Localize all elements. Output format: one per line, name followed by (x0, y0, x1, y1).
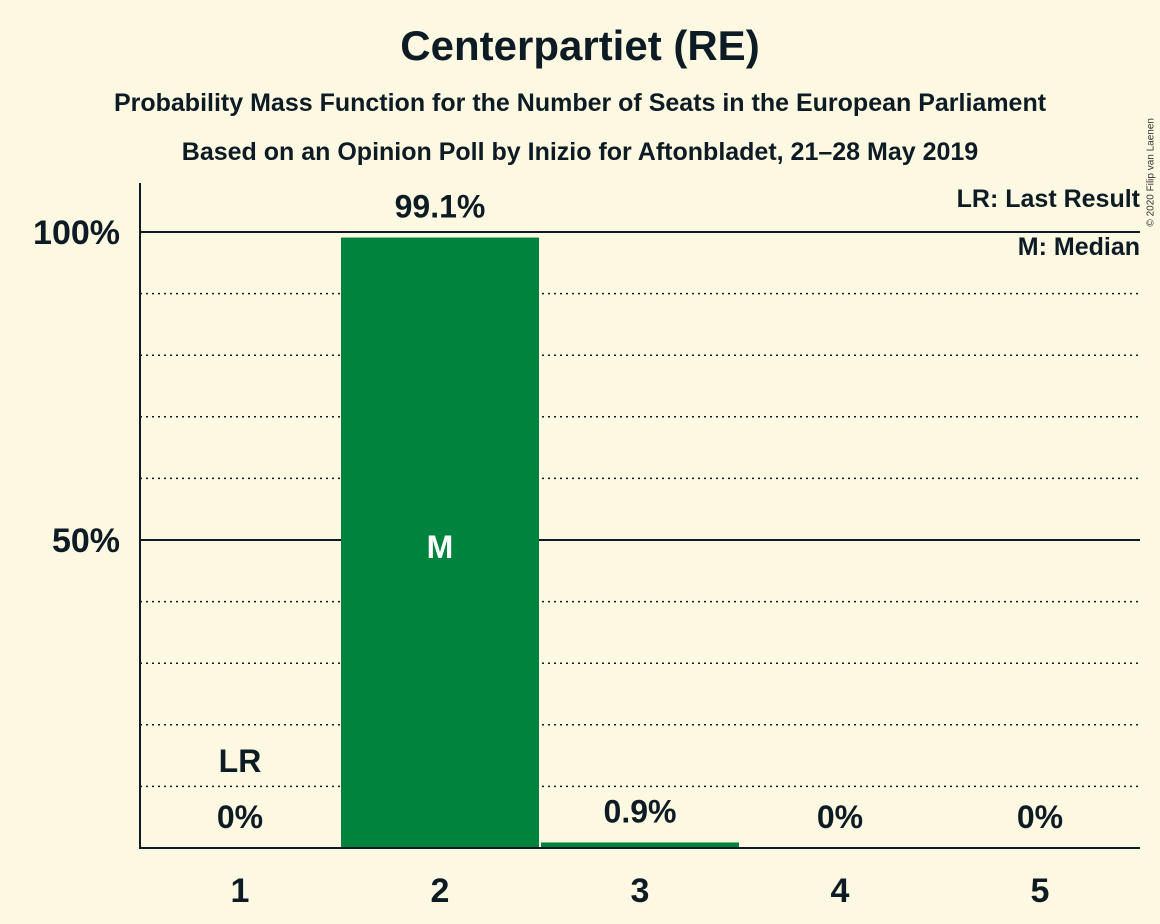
legend-median: M: Median (1017, 233, 1140, 261)
value-label: 0% (817, 799, 863, 835)
bar-seats-2 (341, 237, 539, 848)
bar-seats-3 (541, 842, 739, 848)
value-label: 0% (217, 799, 263, 835)
chart-subtitle: Probability Mass Function for the Number… (113, 89, 1047, 117)
x-tick-label: 4 (831, 872, 850, 910)
median-marker: M (427, 529, 454, 565)
y-tick-label: 100% (33, 214, 120, 252)
last-result-marker: LR (219, 743, 262, 779)
value-label: 99.1% (395, 189, 486, 225)
legend-last-result: LR: Last Result (956, 185, 1140, 213)
chart-source-subtitle: Based on an Opinion Poll by Inizio for A… (181, 138, 979, 166)
value-label: 0% (1017, 799, 1063, 835)
x-tick-label: 5 (1031, 872, 1050, 910)
chart-title: Centerpartiet (RE) (400, 22, 760, 69)
value-label: 0.9% (604, 793, 677, 829)
x-tick-label: 1 (231, 872, 250, 910)
x-tick-label: 2 (431, 872, 450, 910)
y-tick-label: 50% (52, 522, 120, 560)
x-tick-label: 3 (631, 872, 650, 910)
